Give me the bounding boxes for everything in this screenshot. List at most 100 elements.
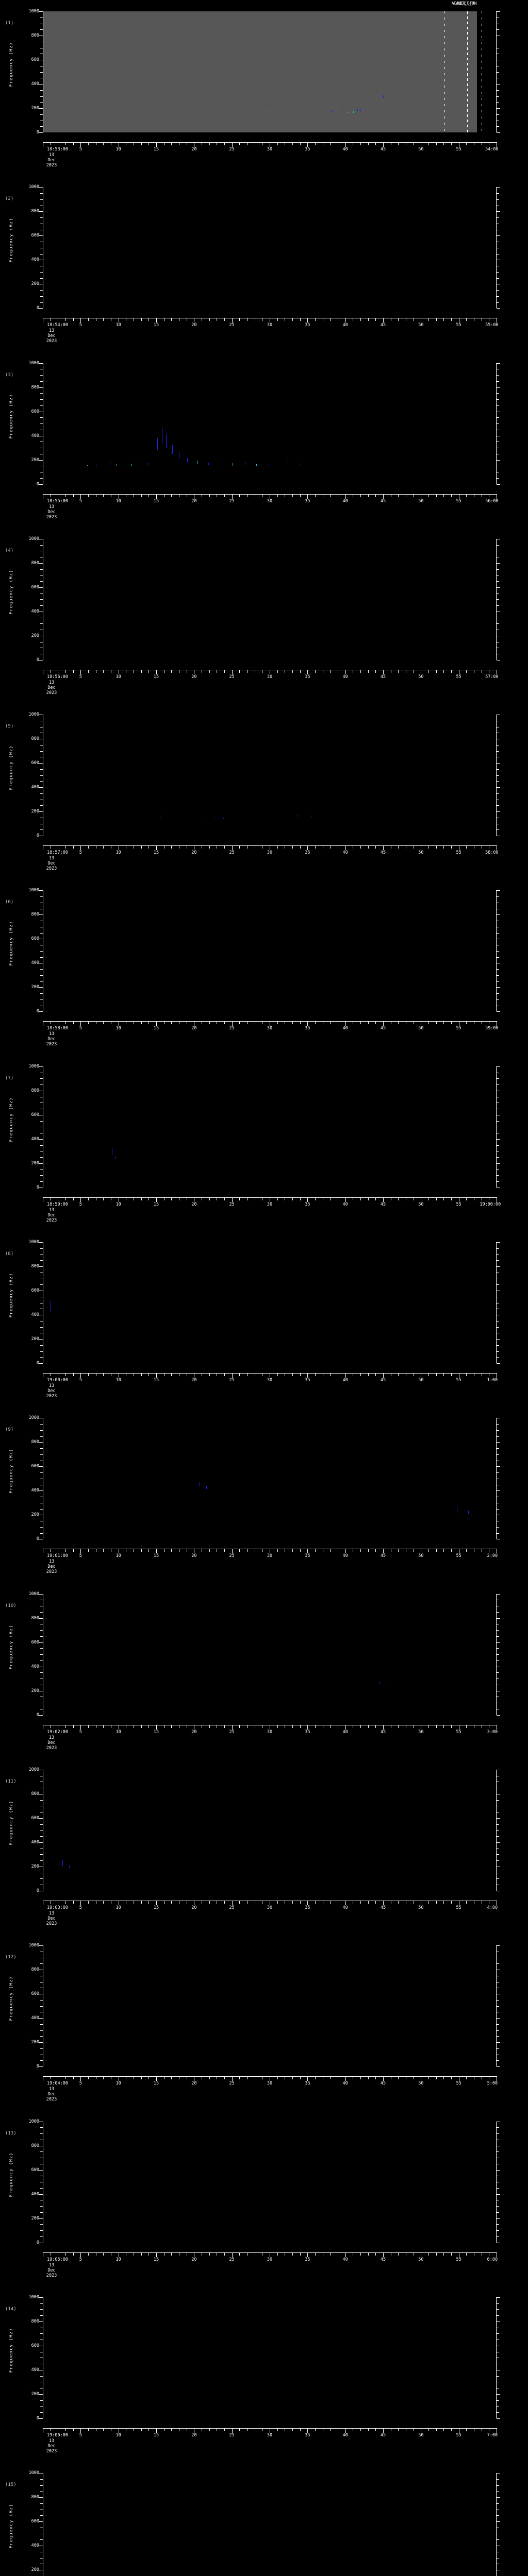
x-tick: [141, 2252, 142, 2256]
event-marker-line: [444, 11, 446, 132]
panel-12: 0 200 400 600 800 1000 Frequency (Hz) (12) 19:04…: [0, 1934, 528, 2110]
x-tick: [232, 1021, 233, 1026]
x-tick: [73, 318, 74, 321]
y-tick-right: [497, 2394, 500, 2395]
y-tick: [40, 1424, 43, 1425]
x-tick: [383, 2252, 384, 2257]
x-tick-label: 50: [418, 1201, 424, 1207]
y-tick-label: 400: [31, 433, 39, 438]
date-line: 2023: [46, 1217, 57, 1223]
y-tick-right: [497, 2539, 499, 2540]
x-tick: [277, 1197, 278, 1200]
y-tick: [40, 29, 43, 30]
x-tick-label: 20: [191, 1026, 197, 1031]
y-tick-label: 400: [31, 608, 39, 614]
x-tick: [451, 2076, 452, 2080]
y-tick-label: 600: [31, 1288, 39, 1294]
y-tick-label: 200: [31, 1863, 39, 1869]
y-tick-right: [497, 1284, 499, 1285]
date-stack: 13 Dec 2023: [36, 856, 67, 871]
x-tick: [443, 142, 444, 145]
date-stack: 13 Dec 2023: [36, 2087, 67, 2102]
x-tick: [209, 669, 210, 673]
x-tick: [443, 2428, 444, 2431]
y-tick: [39, 587, 43, 588]
x-tick: [141, 2428, 142, 2431]
x-tick-label: 15: [153, 2081, 159, 2087]
x-tick-label: 35: [305, 1026, 310, 1031]
y-tick-right: [497, 1818, 500, 1819]
x-tick: [232, 494, 233, 499]
x-tick: [451, 1197, 452, 1200]
x-tick: [443, 669, 444, 673]
x-axis-start-label: 18:55:00: [47, 498, 68, 504]
x-tick-label: 45: [380, 323, 386, 328]
detection-mark: [256, 464, 257, 466]
x-tick-label: 15: [153, 1201, 159, 1207]
y-tick-label: 1000: [28, 1767, 39, 1772]
y-tick-right: [497, 1163, 500, 1164]
y-tick: [40, 253, 43, 255]
x-tick: [436, 1549, 437, 1552]
panel-13: 0 200 400 600 800 1000 Frequency (Hz) (13) 19:05…: [0, 2110, 528, 2286]
x-tick: [307, 1373, 308, 1378]
y-tick: [39, 2066, 43, 2067]
y-tick: [40, 1854, 43, 1855]
x-tick: [232, 1197, 233, 1202]
panel-4: 0 200 400 600 800 1000 Frequency (Hz) (4) 18:56:…: [0, 528, 528, 703]
date-line: Dec: [47, 1037, 56, 1042]
date-stack: 13 Dec 2023: [36, 2263, 67, 2278]
y-axis-label: Frequency (Hz): [9, 1800, 14, 1845]
y-tick: [39, 308, 43, 309]
x-tick-label: 30: [267, 1905, 273, 1910]
event-marker-line: [496, 890, 497, 1012]
y-tick-right: [497, 381, 499, 382]
y-tick-label: 800: [31, 560, 39, 566]
y-tick-label: 400: [31, 81, 39, 87]
y-tick-label: 200: [31, 1688, 39, 1693]
x-tick: [156, 494, 157, 499]
y-tick-label: 800: [31, 2143, 39, 2148]
x-tick-label: 25: [229, 1201, 235, 1207]
y-axis-label: Frequency (Hz): [9, 1097, 14, 1142]
x-tick-label: 10: [116, 1553, 121, 1559]
y-tick-right: [497, 302, 499, 303]
y-tick-label: 400: [31, 1839, 39, 1845]
x-tick: [451, 142, 452, 145]
x-axis-end-label: 2:00: [487, 1553, 498, 1559]
y-tick-right: [497, 2333, 499, 2334]
y-tick-label: 1000: [28, 2119, 39, 2124]
x-tick: [451, 2428, 452, 2431]
y-tick-label: 800: [31, 2318, 39, 2324]
panel-index-label: (1): [5, 21, 14, 26]
y-tick-right: [497, 1533, 499, 1534]
x-tick-label: 15: [153, 850, 159, 856]
date-line: 2023: [46, 1042, 57, 1047]
x-tick: [330, 1900, 331, 1904]
x-tick: [209, 142, 210, 145]
x-tick: [375, 669, 376, 673]
y-tick-label: 1000: [28, 2470, 39, 2476]
x-tick: [375, 845, 376, 849]
x-tick: [247, 1900, 248, 1904]
x-tick: [209, 845, 210, 849]
x-tick: [232, 2428, 233, 2433]
x-tick-label: 40: [342, 2257, 348, 2262]
y-tick-right: [497, 460, 500, 461]
y-tick-right: [497, 1630, 499, 1631]
x-tick: [209, 1724, 210, 1728]
y-tick-right: [497, 587, 500, 588]
x-tick-label: 15: [153, 2257, 159, 2262]
x-tick: [307, 2252, 308, 2257]
date-line: 2023: [46, 1569, 57, 1575]
x-tick: [88, 845, 89, 849]
x-tick: [443, 1724, 444, 1728]
y-tick-right: [497, 1266, 500, 1267]
plot-area: [43, 2297, 497, 2418]
x-tick: [239, 2076, 240, 2080]
x-tick: [65, 1549, 66, 1552]
x-tick: [466, 1373, 467, 1377]
y-tick: [39, 914, 43, 916]
y-tick-label: 1000: [28, 1063, 39, 1069]
x-tick-label: 25: [229, 2081, 235, 2087]
